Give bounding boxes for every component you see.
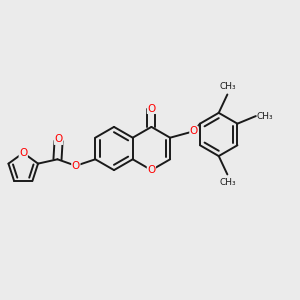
Text: O: O <box>19 148 27 158</box>
Text: O: O <box>147 103 155 113</box>
Text: CH₃: CH₃ <box>219 82 236 91</box>
Text: CH₃: CH₃ <box>257 112 274 121</box>
Text: O: O <box>54 134 63 144</box>
Text: O: O <box>72 161 80 171</box>
Text: O: O <box>147 165 155 175</box>
Text: CH₃: CH₃ <box>219 178 236 187</box>
Text: O: O <box>190 126 198 136</box>
